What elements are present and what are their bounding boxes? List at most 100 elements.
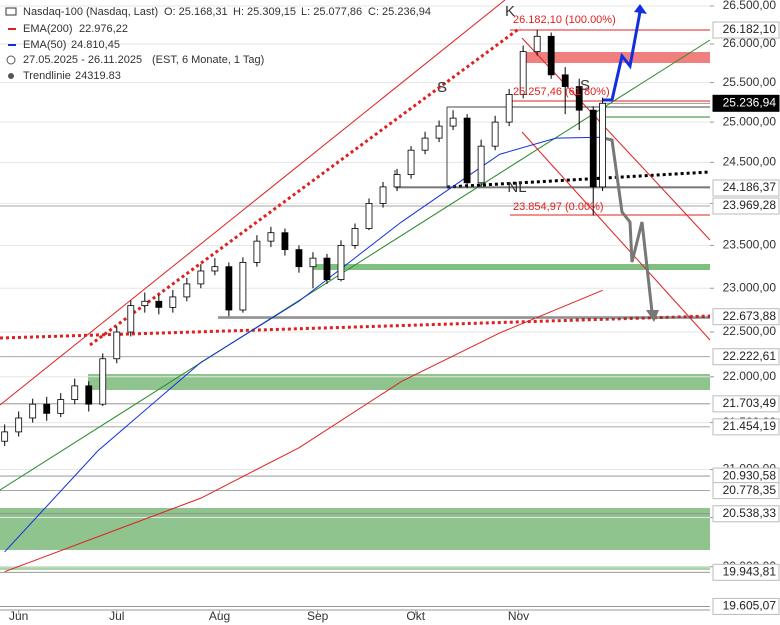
candle-body: [365, 203, 373, 229]
legend-instrument: Nasdaq-100 (Nasdaq, Last): [23, 6, 158, 18]
y-tick-label: 23.000,00: [723, 280, 777, 294]
legend-value: 24.810,45: [71, 39, 120, 51]
candle-body: [15, 417, 23, 433]
trend-icon: [8, 73, 14, 79]
support-zone: [88, 374, 710, 390]
y-tick-label: 22.500,00: [723, 324, 777, 338]
candle-body: [337, 244, 345, 280]
legend: Nasdaq-100 (Nasdaq, Last) O: 25.168,31 H…: [5, 6, 431, 82]
level-box: [712, 308, 780, 326]
candle-body: [267, 232, 275, 242]
ema-line: [4, 136, 603, 553]
level-label: 19.943,81: [723, 564, 777, 578]
candle-body: [505, 94, 513, 123]
level-label: 26.182,10: [723, 22, 777, 36]
level-label: 24.186,37: [723, 180, 777, 194]
candle-body: [99, 358, 107, 405]
legend-trendline-value: 24319.83: [75, 70, 121, 82]
ema-line: [4, 289, 603, 573]
candle-body: [211, 266, 219, 272]
support-zone: [0, 508, 710, 550]
level-label: 25.236,94: [723, 95, 777, 109]
neckline: [446, 170, 711, 189]
level-box: [712, 348, 780, 366]
annotations: K S S NL 26.182,10 (100.00%) 25.257,46 (…: [437, 3, 616, 213]
candle-body: [351, 228, 359, 246]
candle-body: [183, 283, 191, 298]
legend-ohlc: C: 25.236,94: [368, 6, 431, 18]
candle-body: [43, 403, 51, 414]
candle-body: [1, 431, 9, 442]
down-channel: [521, 131, 711, 341]
level-label: 21.454,19: [723, 419, 777, 433]
candle-body: [407, 149, 415, 175]
level-label: 20.930,58: [723, 468, 777, 482]
legend-ohlc: O: 25.168,31: [164, 6, 228, 18]
dotted-trendline: [89, 26, 521, 347]
x-tick-label: Aug: [209, 609, 230, 623]
y-tick-label: 25.500,00: [723, 75, 777, 89]
candle-body: [561, 74, 569, 87]
y-tick-label: 22.000,00: [723, 369, 777, 383]
legend-ohlc: H: 25.309,15: [233, 6, 296, 18]
candle-body: [463, 117, 471, 184]
candle-body: [239, 262, 247, 311]
level-box: [712, 94, 780, 112]
candle-body: [85, 385, 93, 405]
legend-trendline: Trendlinie: [23, 70, 71, 82]
label-head: K: [505, 3, 515, 20]
support-zone: [0, 566, 710, 570]
candle-body: [491, 121, 499, 147]
candle-body: [127, 305, 135, 333]
candle-body: [113, 331, 121, 360]
arrow-head: [646, 310, 659, 322]
candle-body: [281, 232, 289, 251]
axis: 20.000,0020.500,0021.000,0021.500,0022.0…: [9, 0, 780, 623]
dotted-trendline: [0, 314, 711, 340]
level-box: [712, 418, 780, 436]
candle-body: [225, 266, 233, 311]
x-tick-label: Jun: [9, 609, 28, 623]
candle-body: [141, 300, 149, 307]
candle-body: [449, 117, 457, 127]
level-label: 21.703,49: [723, 396, 777, 410]
level-label: 20.538,33: [723, 506, 777, 520]
y-tick-label: 26.000,00: [723, 36, 777, 50]
label-shoulder: S: [580, 77, 590, 94]
y-tick-label: 25.000,00: [723, 114, 777, 128]
level-box: [712, 197, 780, 215]
candle-body: [29, 403, 37, 419]
x-tick-label: Jul: [109, 609, 124, 623]
y-tick-label: 24.500,00: [723, 155, 777, 169]
candle-body: [155, 300, 163, 308]
legend-ohlc: L: 25.077,86: [301, 6, 362, 18]
legend-entry: EMA(50): [23, 39, 66, 51]
legend-entry: EMA(200): [23, 23, 73, 35]
candle-body: [599, 102, 606, 188]
fib-label: 23.854,97 (0.00%): [513, 201, 604, 213]
level-label: 22.222,61: [723, 349, 777, 363]
fib-label: 25.257,46 (61.80%): [513, 86, 610, 98]
candle-body: [575, 86, 583, 111]
candle-body: [435, 125, 443, 139]
plot: [1, 30, 606, 573]
level-box: [712, 179, 780, 197]
projection-down: [602, 136, 654, 313]
label-shoulder: S: [437, 79, 447, 96]
level-box: [712, 482, 780, 500]
candle-body: [547, 35, 555, 76]
support-zone: [313, 264, 710, 270]
level-label: 19.605,07: [723, 599, 777, 613]
legend-period-note: (EST, 6 Monate, 1 Tag): [152, 54, 264, 66]
x-tick-label: Sep: [307, 609, 329, 623]
level-label: 23.969,28: [723, 198, 777, 212]
candle-body: [309, 257, 317, 268]
candle-body: [393, 174, 401, 188]
level-box: [712, 563, 780, 581]
legend-period: 27.05.2025 - 26.11.2025: [23, 54, 142, 66]
x-tick-label: Nov: [508, 609, 529, 623]
level-box: [712, 597, 780, 615]
candle-body: [57, 399, 65, 414]
candle-body: [253, 240, 261, 263]
